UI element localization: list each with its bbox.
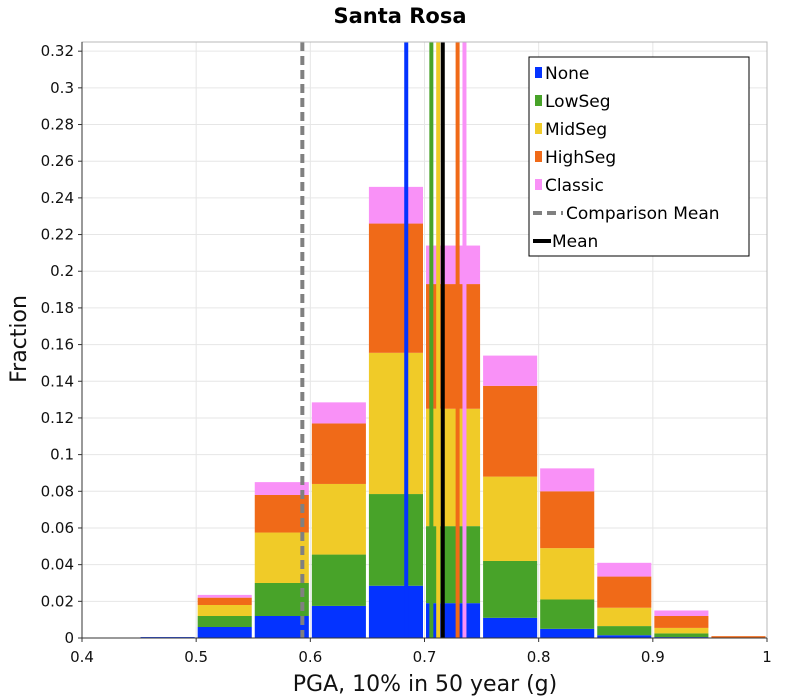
legend-label-highseg: HighSeg bbox=[545, 148, 616, 168]
y-tick-label: 0.22 bbox=[41, 226, 74, 244]
bar-segment-midseg bbox=[654, 627, 709, 634]
legend: None LowSeg MidSeg HighSeg Classic Comparison… bbox=[528, 56, 750, 257]
x-tick-label: 0.6 bbox=[298, 648, 322, 666]
legend-swatch-highseg bbox=[535, 151, 542, 162]
legend-label-midseg: MidSeg bbox=[545, 120, 607, 140]
bar-segment-classic bbox=[597, 562, 652, 577]
bar-segment-midseg bbox=[483, 476, 538, 561]
y-axis-label: Fraction bbox=[7, 295, 32, 383]
y-tick-label: 0.26 bbox=[41, 152, 74, 170]
bar-segment-lowseg bbox=[540, 599, 595, 629]
y-tick-label: 0.28 bbox=[41, 116, 74, 134]
y-tick-label: 0.08 bbox=[41, 482, 74, 500]
bar-segment-midseg bbox=[311, 483, 366, 555]
bar-segment-lowseg bbox=[654, 633, 709, 638]
x-tick-label: 0.9 bbox=[641, 648, 665, 666]
bar-segment-none bbox=[597, 635, 652, 638]
legend-label-comparison-mean: Comparison Mean bbox=[566, 204, 720, 224]
legend-swatch-classic bbox=[535, 179, 542, 190]
bar-segment-midseg bbox=[368, 352, 423, 495]
bar-segment-lowseg bbox=[197, 615, 252, 627]
bar-segment-classic bbox=[311, 402, 366, 424]
bar-segment-highseg bbox=[711, 636, 766, 638]
legend-label-mean: Mean bbox=[552, 232, 598, 252]
y-tick-label: 0.24 bbox=[41, 189, 74, 207]
bar-segment-classic bbox=[197, 594, 252, 598]
bar-segment-highseg bbox=[597, 576, 652, 608]
x-tick-label: 0.7 bbox=[413, 648, 437, 666]
chart-title: Santa Rosa bbox=[333, 4, 466, 28]
legend-label-none: None bbox=[545, 64, 589, 84]
bar-segment-classic bbox=[654, 610, 709, 616]
bar-segment-midseg bbox=[426, 408, 481, 527]
bar-segment-lowseg bbox=[254, 582, 309, 616]
y-tick-label: 0.04 bbox=[41, 556, 74, 574]
bar-segment-highseg bbox=[540, 491, 595, 549]
legend-label-classic: Classic bbox=[545, 176, 604, 196]
bar-segment-midseg bbox=[597, 607, 652, 627]
x-tick-label: 0.8 bbox=[527, 648, 551, 666]
bar-segment-highseg bbox=[197, 597, 252, 605]
bar-segment-classic bbox=[254, 482, 309, 495]
y-tick-label: 0.02 bbox=[41, 592, 74, 610]
bar-segment-classic bbox=[426, 245, 481, 285]
bar-segment-none bbox=[426, 603, 481, 638]
legend-swatch-midseg bbox=[535, 123, 542, 134]
bar-segment-none bbox=[483, 617, 538, 638]
y-tick-label: 0.12 bbox=[41, 409, 74, 427]
y-tick-label: 0.32 bbox=[41, 42, 74, 60]
bar-segment-none bbox=[311, 605, 366, 638]
y-tick-label: 0.14 bbox=[41, 372, 74, 390]
y-tick-label: 0.18 bbox=[41, 299, 74, 317]
legend-swatch-none bbox=[535, 67, 542, 78]
bar-segment-lowseg bbox=[483, 560, 538, 618]
legend-label-lowseg: LowSeg bbox=[545, 92, 611, 112]
bar-segment-midseg bbox=[540, 548, 595, 600]
bar-segment-lowseg bbox=[311, 554, 366, 606]
bar-segment-midseg bbox=[254, 532, 309, 583]
legend-swatch-lowseg bbox=[535, 95, 542, 106]
bar-segment-highseg bbox=[426, 284, 481, 409]
bar-segment-none bbox=[368, 585, 423, 638]
bar-segment-lowseg bbox=[426, 526, 481, 604]
legend-box bbox=[528, 56, 750, 257]
x-tick-label: 0.4 bbox=[70, 648, 94, 666]
bar-segment-classic bbox=[483, 355, 538, 386]
x-tick-label: 0.5 bbox=[184, 648, 208, 666]
bar-segment-highseg bbox=[311, 423, 366, 484]
y-tick-label: 0.16 bbox=[41, 336, 74, 354]
bar-segment-lowseg bbox=[368, 494, 423, 586]
y-tick-label: 0.1 bbox=[50, 446, 74, 464]
bar-segment-highseg bbox=[654, 615, 709, 628]
bar-segment-classic bbox=[540, 468, 595, 492]
bar-segment-highseg bbox=[483, 385, 538, 477]
bar-segment-highseg bbox=[368, 223, 423, 353]
y-tick-label: 0.06 bbox=[41, 519, 74, 537]
y-tick-label: 0.2 bbox=[50, 262, 74, 280]
x-tick-label: 1 bbox=[762, 648, 772, 666]
y-tick-label: 0.3 bbox=[50, 79, 74, 97]
x-axis-label: PGA, 10% in 50 year (g) bbox=[293, 672, 557, 697]
bar-segment-midseg bbox=[197, 604, 252, 616]
bar-segment-none bbox=[254, 615, 309, 638]
bar-segment-highseg bbox=[254, 494, 309, 533]
bar-segment-none bbox=[197, 626, 252, 638]
y-tick-label: 0 bbox=[64, 629, 74, 647]
bar-segment-none bbox=[540, 628, 595, 638]
bar-segment-lowseg bbox=[597, 626, 652, 636]
bar-segment-classic bbox=[368, 186, 423, 224]
